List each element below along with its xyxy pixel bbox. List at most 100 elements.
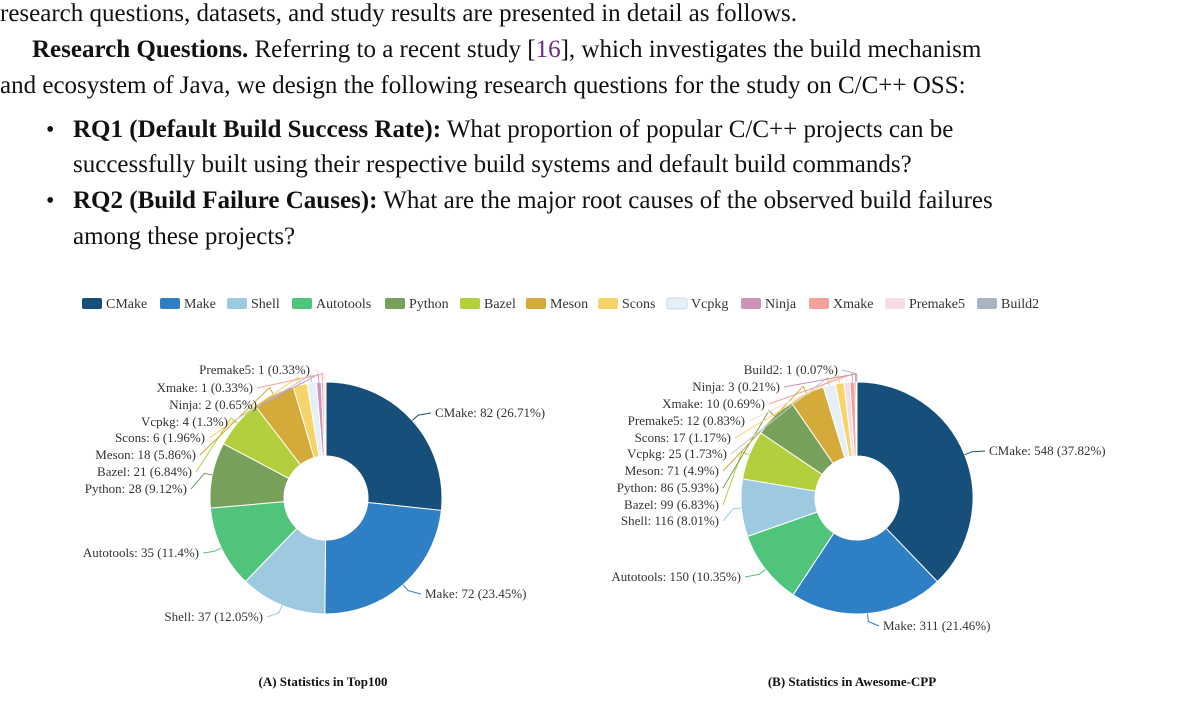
rq2-heading: RQ2 (Build Failure Causes): bbox=[73, 187, 378, 214]
bullet-icon: • bbox=[46, 188, 55, 214]
slice-label-python: Python: 28 (9.12%) bbox=[85, 481, 187, 496]
slice-label-ninja: Ninja: 2 (0.65%) bbox=[169, 397, 257, 412]
rq1-heading: RQ1 (Default Build Success Rate): bbox=[73, 116, 442, 143]
legend-swatch-shell bbox=[227, 298, 247, 309]
rq1-text: What proportion of popular C/C++ project… bbox=[441, 116, 954, 143]
slice-cmake bbox=[856, 381, 974, 583]
legend-label-ninja: Ninja bbox=[765, 297, 797, 312]
slice-label-shell: Shell: 116 (8.01%) bbox=[621, 513, 719, 528]
slice-label-scons: Scons: 17 (1.17%) bbox=[635, 430, 731, 445]
rq-text-b: ], which investigates the build mechanis… bbox=[560, 36, 982, 63]
rq1-line1: RQ1 (Default Build Success Rate): What p… bbox=[73, 112, 953, 148]
legend-label-build2: Build2 bbox=[1001, 297, 1039, 312]
legend-swatch-xmake bbox=[809, 298, 829, 309]
slice-label-premake5: Premake5: 12 (0.83%) bbox=[628, 413, 745, 428]
rq-text-a: Referring to a recent study [ bbox=[248, 36, 536, 63]
caption-b: (B) Statistics in Awesome-CPP bbox=[768, 674, 936, 689]
leader-line-python bbox=[190, 472, 213, 490]
legend-label-shell: Shell bbox=[251, 297, 280, 312]
caption-a: (A) Statistics in Top100 bbox=[259, 674, 388, 689]
leader-line-ninja bbox=[260, 373, 320, 406]
legend-label-cmake: CMake bbox=[106, 297, 147, 312]
figure-donut-charts: CMake Make Shell Autotools Python Bazel Meson S… bbox=[82, 297, 1106, 689]
rq2-line2: among these projects? bbox=[73, 223, 296, 250]
legend-label-make: Make bbox=[184, 297, 216, 312]
slice-label-vcpkg: Vcpkg: 4 (1.3%) bbox=[141, 414, 228, 429]
legend-label-meson: Meson bbox=[550, 297, 588, 312]
slice-label-premake5: Premake5: 1 (0.33%) bbox=[199, 362, 310, 377]
leader-line-autotools bbox=[744, 568, 766, 578]
slice-label-shell: Shell: 37 (12.05%) bbox=[164, 609, 263, 624]
legend-swatch-scons bbox=[598, 298, 618, 309]
citation-link[interactable]: 16 bbox=[535, 36, 561, 63]
slice-label-cmake: CMake: 82 (26.71%) bbox=[435, 405, 545, 420]
slice-label-autotools: Autotools: 150 (10.35%) bbox=[611, 569, 741, 584]
legend-label-vcpkg: Vcpkg bbox=[691, 297, 728, 312]
leader-line-shell bbox=[722, 507, 742, 522]
donut-chart-top100: CMake: 82 (26.71%) Make: 72 (23.45%) Shell… bbox=[83, 362, 545, 624]
legend-swatch-vcpkg bbox=[666, 297, 688, 310]
slice-label-build2: Build2: 1 (0.07%) bbox=[744, 362, 838, 377]
slice-label-vcpkg: Vcpkg: 25 (1.73%) bbox=[627, 446, 727, 461]
leader-line-xmake bbox=[256, 373, 323, 389]
legend-swatch-premake5 bbox=[885, 298, 905, 309]
legend-swatch-build2 bbox=[977, 298, 997, 309]
legend-swatch-make bbox=[160, 298, 180, 309]
legend-swatch-ninja bbox=[741, 298, 761, 309]
leader-line-build2 bbox=[841, 369, 858, 383]
leader-line-shell bbox=[266, 605, 283, 618]
legend: CMake Make Shell Autotools Python Bazel Meson S… bbox=[82, 297, 1039, 312]
slice-label-bazel: Bazel: 21 (6.84%) bbox=[97, 464, 192, 479]
rq1-line2: successfully built using their respectiv… bbox=[73, 151, 912, 178]
legend-swatch-python bbox=[385, 298, 405, 309]
slice-premake5 bbox=[323, 381, 327, 457]
bullet-icon: • bbox=[46, 117, 55, 143]
leader-line-python bbox=[722, 409, 776, 489]
rq2-text: What are the major root causes of the ob… bbox=[377, 187, 993, 214]
legend-label-python: Python bbox=[409, 297, 449, 312]
legend-swatch-autotools bbox=[292, 298, 312, 309]
slice-make bbox=[792, 527, 939, 615]
leader-line-xmake bbox=[768, 373, 853, 405]
slice-label-meson: Meson: 71 (4.9%) bbox=[625, 463, 719, 478]
leader-line-premake5 bbox=[748, 373, 848, 422]
legend-swatch-bazel bbox=[460, 298, 480, 309]
leader-line-meson bbox=[199, 386, 274, 456]
legend-label-premake5: Premake5 bbox=[909, 297, 965, 312]
donut-chart-awesome-cpp: CMake: 548 (37.82%) Make: 311 (21.46%) Aut… bbox=[611, 362, 1105, 633]
leader-line-make bbox=[402, 584, 422, 595]
legend-label-xmake: Xmake bbox=[833, 297, 873, 312]
slice-label-python: Python: 86 (5.93%) bbox=[617, 480, 719, 495]
leader-line-bazel bbox=[722, 451, 750, 506]
rq-paragraph-line1: Research Questions. Referring to a recen… bbox=[32, 32, 981, 68]
slice-label-cmake: CMake: 548 (37.82%) bbox=[989, 443, 1106, 458]
leader-line-vcpkg bbox=[231, 374, 313, 423]
slice-label-xmake: Xmake: 10 (0.69%) bbox=[662, 396, 765, 411]
rq-heading: Research Questions. bbox=[32, 36, 249, 63]
slice-label-autotools: Autotools: 35 (11.4%) bbox=[83, 545, 199, 560]
slice-label-meson: Meson: 18 (5.86%) bbox=[95, 447, 196, 462]
legend-label-bazel: Bazel bbox=[484, 297, 516, 312]
slice-cmake bbox=[325, 381, 443, 511]
slice-label-ninja: Ninja: 3 (0.21%) bbox=[692, 379, 780, 394]
rq-paragraph-line2: and ecosystem of Java, we design the fol… bbox=[0, 72, 966, 99]
slice-label-make: Make: 72 (23.45%) bbox=[425, 586, 526, 601]
slice-make bbox=[324, 501, 442, 615]
slice-label-bazel: Bazel: 99 (6.83%) bbox=[624, 497, 719, 512]
intro-line: research questions, datasets, and study … bbox=[0, 0, 797, 27]
leader-line-scons bbox=[734, 374, 841, 439]
legend-swatch-meson bbox=[526, 298, 546, 309]
slice-label-make: Make: 311 (21.46%) bbox=[883, 618, 990, 633]
leader-line-make bbox=[867, 613, 880, 627]
rq2-line1: RQ2 (Build Failure Causes): What are the… bbox=[73, 183, 993, 219]
leader-line-premake5 bbox=[313, 369, 326, 383]
leader-line-cmake bbox=[411, 412, 432, 421]
legend-label-autotools: Autotools bbox=[316, 297, 371, 312]
slice-label-xmake: Xmake: 1 (0.33%) bbox=[157, 380, 253, 395]
slice-build2 bbox=[855, 381, 858, 457]
leader-line-cmake bbox=[964, 450, 986, 456]
legend-label-scons: Scons bbox=[622, 297, 655, 312]
slice-label-scons: Scons: 6 (1.96%) bbox=[115, 430, 205, 445]
leader-line-autotools bbox=[202, 547, 222, 554]
legend-swatch-cmake bbox=[82, 298, 102, 309]
